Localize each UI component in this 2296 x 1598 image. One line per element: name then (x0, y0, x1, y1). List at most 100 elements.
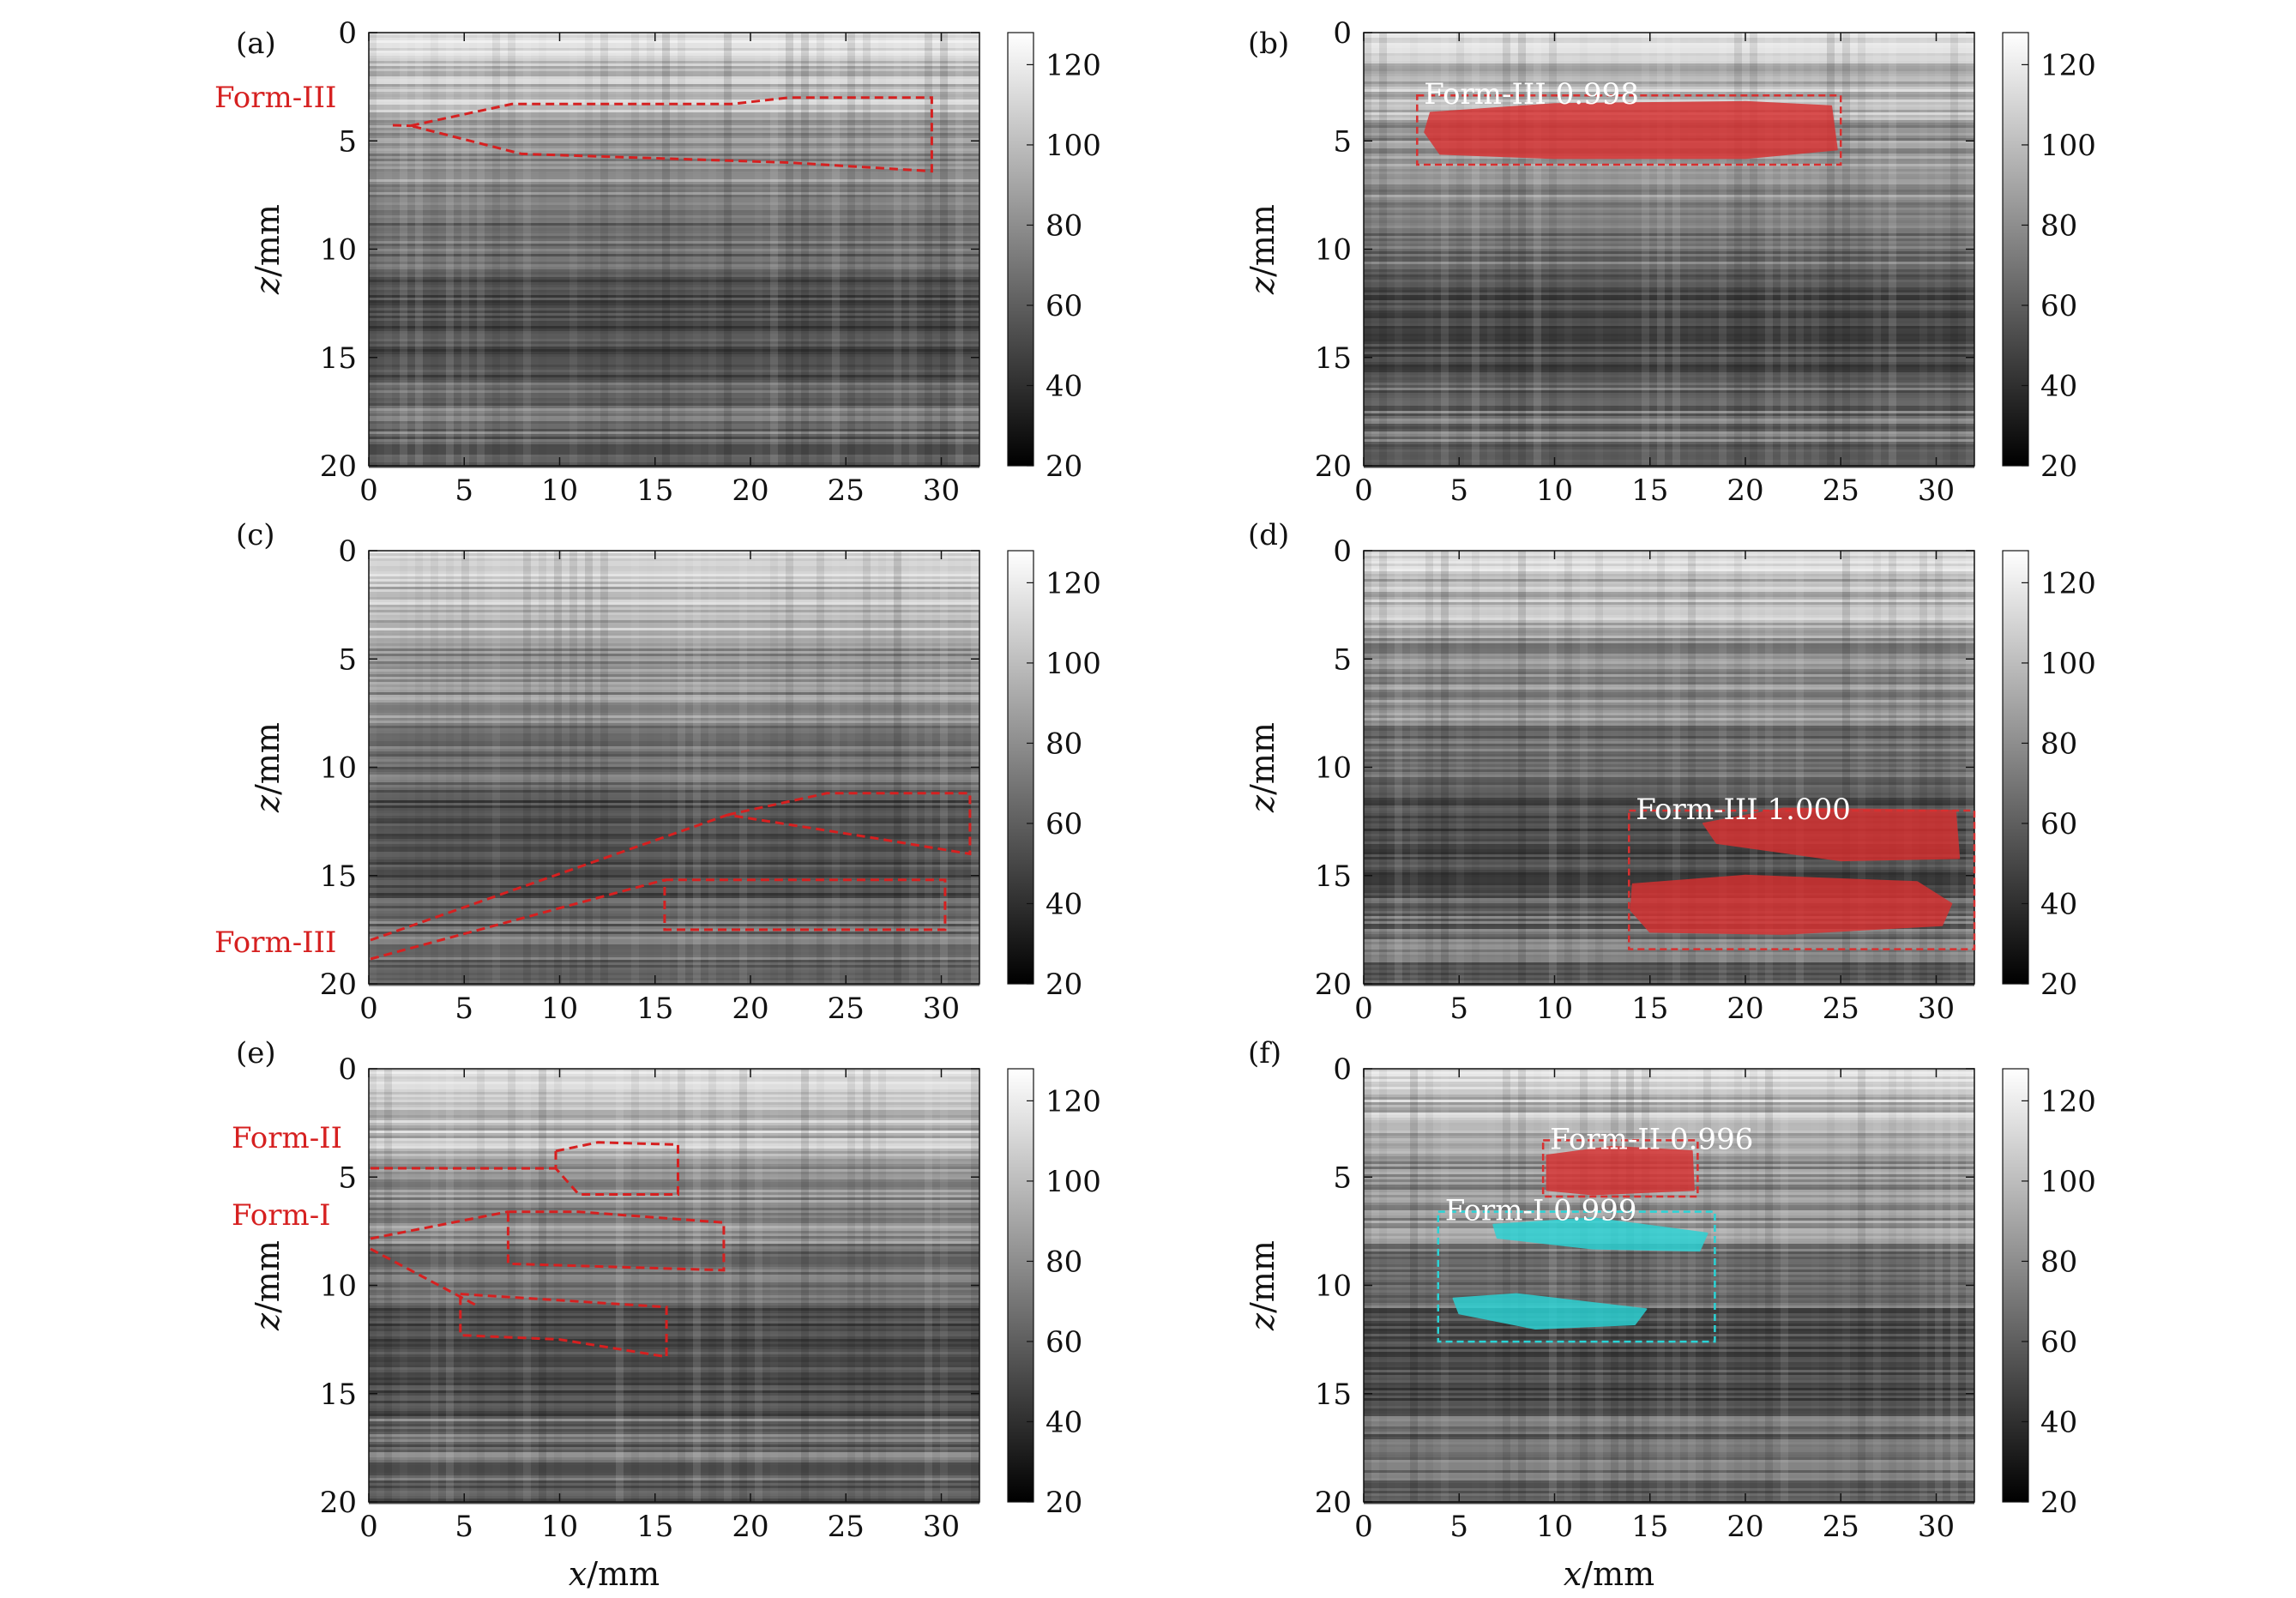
x-tick-label: 30 (923, 1510, 960, 1544)
y-tick-label: 5 (338, 1161, 357, 1195)
x-tick-label: 20 (732, 473, 768, 508)
colorbar-tick-label: 120 (1046, 566, 1101, 600)
colorbar-tick-label: 20 (2040, 449, 2077, 484)
colorbar-tick-label: 80 (2040, 727, 2077, 761)
annotation-leader (370, 878, 666, 961)
detection-mask (1546, 1145, 1695, 1196)
detection-mask (1702, 807, 1961, 862)
colorbar-tick-label: 80 (2040, 1245, 2077, 1279)
detections: Form-II 0.996 Form-I 0.999 (1437, 1122, 1753, 1343)
y-tick-label: 15 (1315, 341, 1352, 376)
x-tick-label: 25 (828, 473, 865, 508)
panel-label: (c) (236, 518, 275, 552)
colorbar-tick-label: 80 (1046, 1245, 1082, 1279)
annotation-leader (370, 1247, 480, 1309)
colorbar-tick-label: 60 (2040, 1325, 2077, 1360)
x-tick-label: 0 (1354, 473, 1373, 508)
detection-label: Form-III 0.998 (1424, 77, 1639, 112)
panel-d: 0 5 10 15 20 25 30 0 5 10 15 20 z/mm (d) Form-III 1.00… (1244, 518, 2096, 1026)
heatmap-image (369, 551, 979, 986)
x-tick-label: 20 (1727, 1510, 1763, 1544)
colorbar-tick-label: 100 (1046, 1165, 1101, 1199)
colorbar-gradient (2002, 550, 2029, 985)
detection-box (1437, 1210, 1716, 1343)
heatmap-image (369, 1069, 979, 1505)
colorbar-tick-label: 20 (1046, 1486, 1082, 1520)
x-tick-label: 15 (1631, 473, 1668, 508)
annotation-leader (392, 124, 411, 128)
panel-label: (b) (1248, 27, 1289, 61)
detection-mask (1492, 1217, 1708, 1252)
x-axis-label: x/mm (569, 1555, 660, 1593)
x-tick-label: 20 (732, 1510, 768, 1544)
y-tick-label: 20 (1315, 968, 1352, 1002)
y-tick-label: 5 (338, 642, 357, 677)
x-tick-label: 5 (455, 1510, 473, 1544)
y-tick-label: 0 (1333, 534, 1352, 569)
y-tick-label: 15 (320, 1378, 357, 1412)
colorbar-tick-label: 60 (1046, 1325, 1082, 1360)
panel-label: (e) (236, 1036, 276, 1070)
annotation-polygon (663, 878, 947, 932)
y-tick-label: 5 (338, 124, 357, 159)
x-tick-label: 25 (1823, 1510, 1859, 1544)
x-tick-label: 5 (1449, 1510, 1468, 1544)
y-tick-label: 0 (338, 534, 357, 569)
colorbar-tick-label: 120 (2040, 566, 2096, 600)
panel-a: 0 5 10 15 20 25 30 0 5 10 15 20 z/mm (a) Form-III 20 40 6… (214, 16, 1101, 508)
colorbar-tick-label: 20 (2040, 968, 2077, 1002)
detection-box (1628, 809, 1976, 950)
colorbar-tick-label: 40 (2040, 369, 2077, 403)
colorbar-tick-label: 80 (1046, 208, 1082, 243)
y-tick-label: 0 (1333, 1052, 1352, 1087)
x-tick-label: 25 (1823, 992, 1859, 1026)
colorbar-gradient (2002, 32, 2029, 467)
x-tick-label: 5 (1449, 473, 1468, 508)
y-tick-label: 10 (320, 233, 357, 268)
colorbar-gradient (1007, 32, 1034, 467)
x-tick-label: 0 (359, 1510, 378, 1544)
panel-b: 0 5 10 15 20 25 30 0 5 10 15 20 z/mm (b) Form-III 0.99… (1244, 16, 2096, 508)
colorbar-tick-label: 60 (1046, 289, 1082, 323)
y-axis-label: z/mm (249, 204, 286, 295)
annotation-polygon (410, 96, 933, 173)
x-tick-label: 0 (1354, 992, 1373, 1026)
panel-f: 0 5 10 15 20 25 30 0 5 10 15 20 z/mm x/mm (f) Form-II 0… (1244, 1036, 2096, 1593)
x-tick-label: 10 (1536, 473, 1573, 508)
y-tick-label: 0 (1333, 16, 1352, 51)
y-tick-label: 15 (320, 341, 357, 376)
annotation-label: Form-III (214, 81, 336, 115)
y-tick-label: 0 (338, 16, 357, 51)
y-tick-label: 10 (1315, 233, 1352, 268)
colorbar-tick-label: 20 (1046, 968, 1082, 1002)
x-tick-label: 30 (1918, 1510, 1955, 1544)
detection-box (1416, 93, 1842, 166)
panel-label: (d) (1248, 518, 1289, 552)
y-tick-label: 20 (320, 1486, 357, 1520)
colorbar-tick-label: 20 (2040, 1486, 2077, 1520)
colorbar: 20 40 60 80 100 120 (1007, 1068, 1101, 1520)
x-tick-label: 15 (636, 473, 673, 508)
detection-mask (1452, 1293, 1648, 1330)
colorbar: 20 40 60 80 100 120 (2002, 1068, 2096, 1520)
y-tick-label: 20 (1315, 449, 1352, 484)
colorbar-tick-label: 40 (1046, 369, 1082, 403)
colorbar-tick-label: 120 (1046, 48, 1101, 82)
colorbar-gradient (1007, 550, 1034, 985)
annotation-label: Form-II (232, 1121, 342, 1155)
annotations: Form-III (214, 792, 972, 961)
y-axis-label: z/mm (1244, 204, 1281, 295)
colorbar-tick-label: 60 (1046, 807, 1082, 841)
y-tick-label: 15 (320, 859, 357, 894)
panel-c: 0 5 10 15 20 25 30 0 5 10 15 20 z/mm (c) Form-III 20 40 6… (214, 518, 1101, 1026)
heatmap-image (369, 33, 979, 468)
y-tick-label: 20 (320, 968, 357, 1002)
detections: Form-III 0.998 (1416, 77, 1842, 166)
annotation-polygon (726, 792, 972, 856)
x-tick-label: 10 (1536, 992, 1573, 1026)
colorbar-tick-label: 120 (2040, 1084, 2096, 1119)
x-tick-label: 5 (455, 992, 473, 1026)
x-tick-label: 10 (1536, 1510, 1573, 1544)
colorbar: 20 40 60 80 100 120 (2002, 550, 2096, 1002)
detection-mask (1424, 100, 1838, 160)
